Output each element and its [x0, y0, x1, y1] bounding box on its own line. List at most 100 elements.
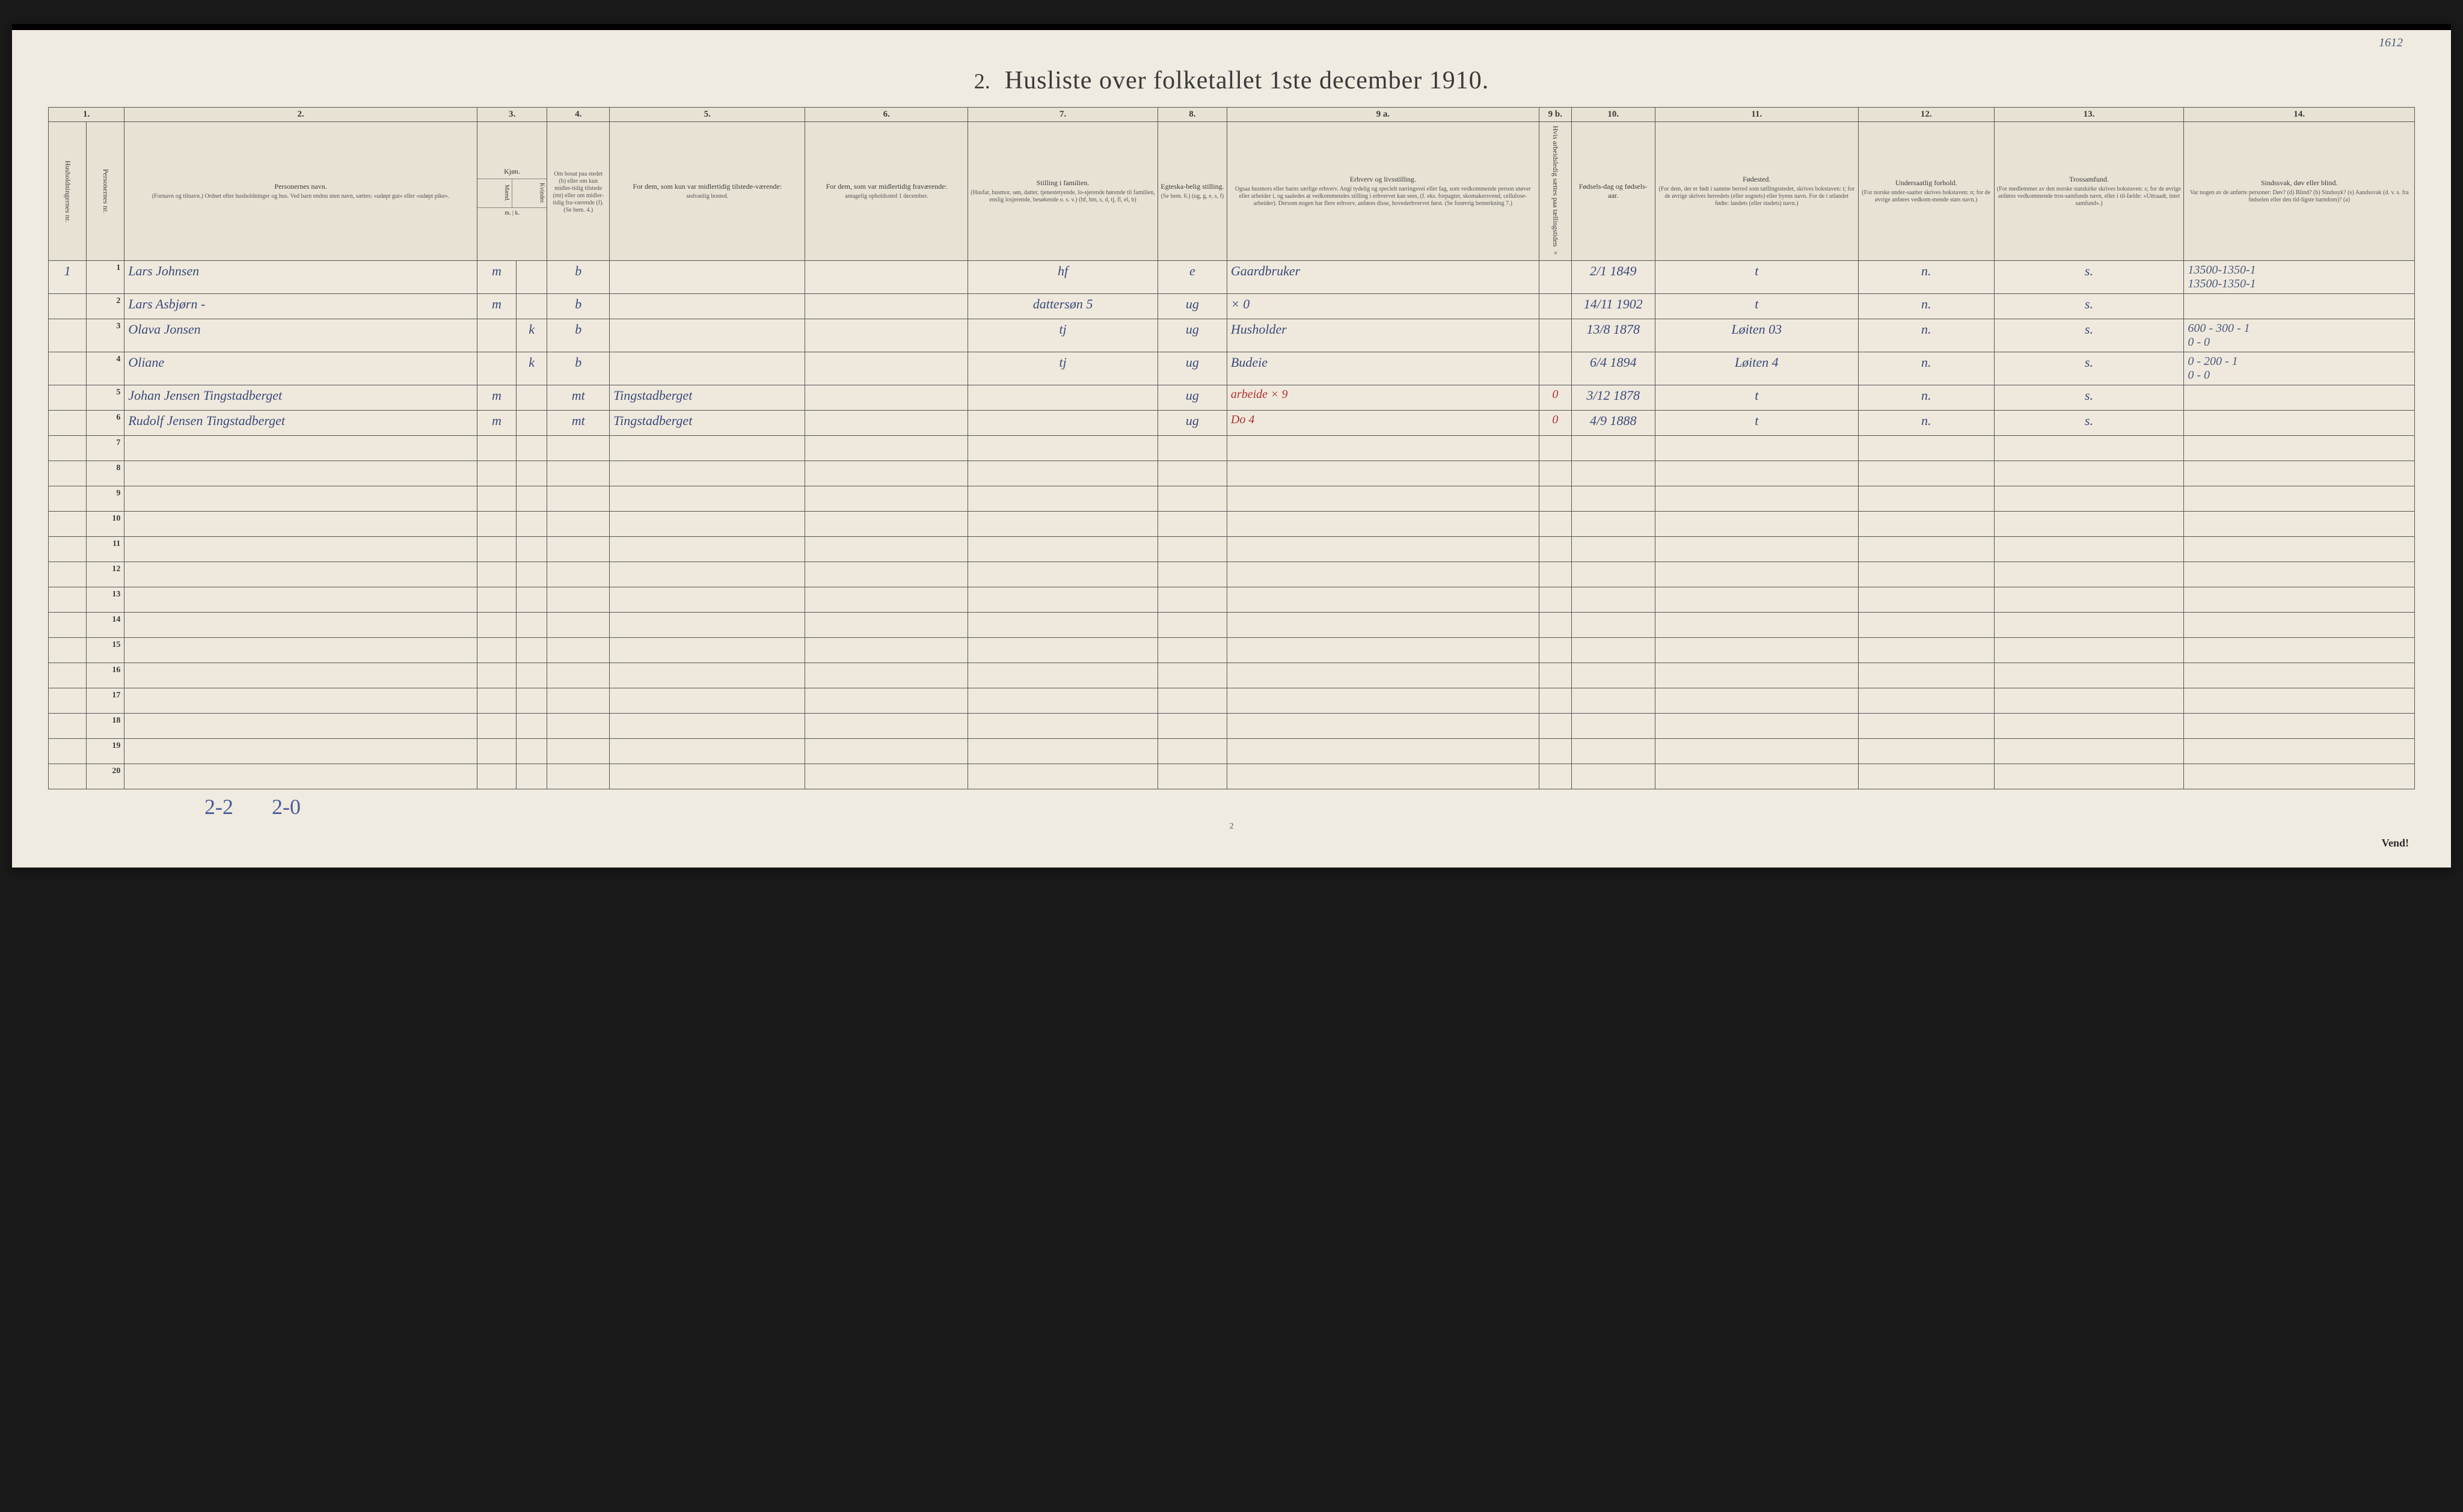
cell-egt: e [1158, 261, 1227, 294]
cell-mt: Tingstadberget [610, 411, 805, 436]
cell-fodsdato [1571, 613, 1655, 638]
cell-tros [1994, 537, 2184, 562]
cell-x [1539, 261, 1571, 294]
cell-fodested [1655, 663, 1858, 688]
colnum-5: 5. [610, 108, 805, 122]
cell-tros [1994, 486, 2184, 512]
cell-stilling [968, 587, 1158, 613]
cell-residence-value: mt [572, 413, 585, 428]
cell-rownum-value: 3 [116, 322, 120, 331]
cell-tros [1994, 739, 2184, 764]
cell-residence [547, 613, 610, 638]
cell-name [124, 486, 477, 512]
cell-mt: Tingstadberget [610, 385, 805, 411]
cell-egt [1158, 764, 1227, 789]
cell-egt-value: ug [1186, 296, 1199, 311]
cell-mt [610, 688, 805, 714]
cell-sex-k [517, 411, 547, 436]
cell-rownum: 12 [87, 562, 124, 587]
cell-tros-value: s. [2085, 388, 2093, 403]
cell-rownum: 20 [87, 764, 124, 789]
cell-tros-value: s. [2085, 263, 2093, 278]
cell-x [1539, 294, 1571, 319]
cell-rownum: 9 [87, 486, 124, 512]
table-row: 19 [49, 739, 2415, 764]
cell-mt [610, 764, 805, 789]
cell-sex-k [517, 688, 547, 714]
table-row: 10 [49, 512, 2415, 537]
cell-residence: mt [547, 411, 610, 436]
cell-name [124, 537, 477, 562]
cell-fodsdato: 6/4 1894 [1571, 352, 1655, 385]
cell-fodsdato: 13/8 1878 [1571, 319, 1655, 352]
cell-stilling [968, 663, 1158, 688]
table-header: 1. 2. 3. 4. 5. 6. 7. 8. 9 a. 9 b. 10. 11… [49, 108, 2415, 261]
cell-erhverv-value: Budeie [1231, 355, 1268, 370]
cell-fodested-value: Løiten 03 [1731, 322, 1782, 337]
vend-label: Vend! [2382, 837, 2409, 849]
cell-egt [1158, 638, 1227, 663]
cell-frav [805, 562, 968, 587]
cell-mt [610, 512, 805, 537]
cell-sex-k [517, 613, 547, 638]
cell-sex-k [517, 385, 547, 411]
cell-rownum: 2 [87, 294, 124, 319]
cell-residence: b [547, 319, 610, 352]
cell-rownum: 5 [87, 385, 124, 411]
cell-sex-m [477, 688, 516, 714]
cell-x [1539, 486, 1571, 512]
cell-erhverv [1227, 638, 1539, 663]
cell-name [124, 512, 477, 537]
header-residence: Om bosat paa stedet (b) eller om kun mid… [547, 122, 610, 261]
cell-name-value: Lars Johnsen [128, 263, 199, 278]
cell-stilling [968, 688, 1158, 714]
cell-erhverv [1227, 537, 1539, 562]
colnum-4: 4. [547, 108, 610, 122]
cell-sex-k [517, 294, 547, 319]
cell-tros-value: s. [2085, 322, 2093, 337]
cell-fodsdato-value: 3/12 1878 [1586, 388, 1640, 403]
cell-sex-m [477, 739, 516, 764]
cell-name: Lars Asbjørn - [124, 294, 477, 319]
header-fodested: Fødested. (For dem, der er født i samme … [1655, 122, 1858, 261]
cell-name [124, 613, 477, 638]
cell-tros [1994, 764, 2184, 789]
cell-residence [547, 714, 610, 739]
cell-fodested-value: t [1755, 413, 1758, 428]
cell-sind-value: 13500-1350-1 13500-1350-1 [2188, 263, 2256, 290]
cell-stilling: tj [968, 319, 1158, 352]
cell-undersaat [1858, 436, 1994, 461]
cell-name [124, 714, 477, 739]
table-row: 18 [49, 714, 2415, 739]
header-sex-m: Mænd. [477, 179, 512, 207]
cell-sex-m [477, 486, 516, 512]
cell-sex-m: m [477, 294, 516, 319]
cell-mt [610, 294, 805, 319]
cell-mt [610, 587, 805, 613]
cell-erhverv: Husholder [1227, 319, 1539, 352]
cell-frav [805, 486, 968, 512]
cell-sex-m [477, 764, 516, 789]
cell-fodested [1655, 512, 1858, 537]
cell-rownum: 15 [87, 638, 124, 663]
cell-fodested [1655, 613, 1858, 638]
cell-erhverv-value: Do 4 [1231, 413, 1254, 426]
cell-residence [547, 512, 610, 537]
cell-sind [2184, 294, 2415, 319]
cell-rownum-value: 6 [116, 413, 120, 422]
cell-egt: ug [1158, 411, 1227, 436]
cell-rownum: 1 [87, 261, 124, 294]
header-hhnum: Husholdningernes nr. [49, 122, 87, 261]
column-number-row: 1. 2. 3. 4. 5. 6. 7. 8. 9 a. 9 b. 10. 11… [49, 108, 2415, 122]
cell-stilling [968, 562, 1158, 587]
table-row: 11Lars JohnsenmbhfeGaardbruker2/1 1849tn… [49, 261, 2415, 294]
cell-undersaat-value: n. [1921, 413, 1931, 428]
cell-stilling: tj [968, 352, 1158, 385]
header-tros: Trossamfund. (For medlemmer av den norsk… [1994, 122, 2184, 261]
cell-sind [2184, 562, 2415, 587]
cell-x-value: 0 [1552, 413, 1558, 426]
cell-rownum: 11 [87, 537, 124, 562]
table-row: 2Lars Asbjørn -mbdattersøn 5ug× 014/11 1… [49, 294, 2415, 319]
cell-rownum: 3 [87, 319, 124, 352]
cell-x [1539, 638, 1571, 663]
